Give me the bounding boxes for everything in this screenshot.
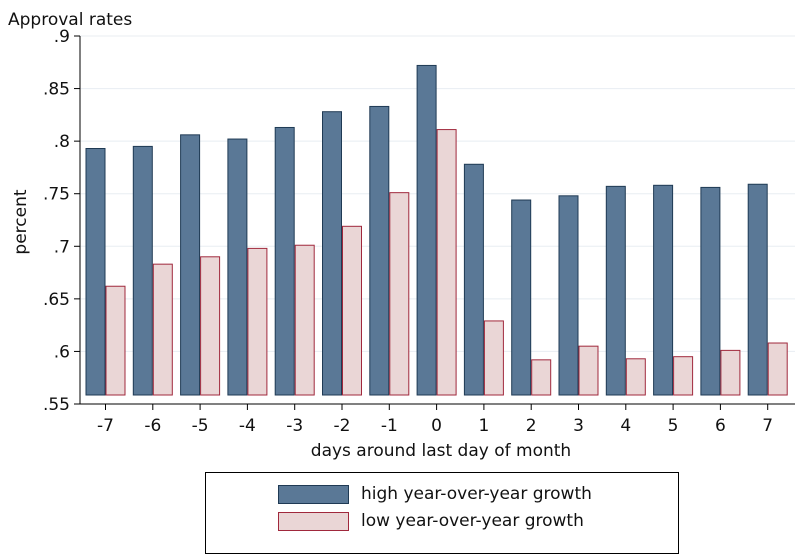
bar-high: [700, 186, 721, 396]
y-tick-label: .65: [43, 290, 70, 310]
bar-low: [342, 225, 362, 396]
bar-low: [531, 359, 552, 396]
bar-high: [511, 199, 532, 396]
bar-high: [416, 64, 437, 396]
bar-high: [274, 126, 295, 396]
y-tick-label: .85: [43, 80, 70, 100]
x-tick-labels: -7 -6 -5 -4 -3 -2 -1 0 1 2 3 4 5 6 7: [97, 416, 773, 436]
x-tick-label: -6: [144, 416, 161, 436]
x-tick-label: -1: [381, 416, 398, 436]
legend-swatch-high: [278, 484, 349, 504]
bar-low: [152, 263, 173, 396]
bar-high: [180, 134, 201, 396]
legend-label-high: high year-over-year growth: [361, 484, 592, 504]
bar-high: [369, 105, 390, 396]
y-tick-label: .8: [54, 132, 70, 152]
y-tick-label: .7: [54, 237, 70, 257]
x-axis-label: days around last day of month: [311, 441, 571, 461]
bar-high: [653, 184, 674, 396]
bar-low: [720, 349, 741, 396]
bar-high: [132, 145, 153, 396]
bar-low: [294, 244, 315, 396]
x-tick-label: -4: [239, 416, 256, 436]
bar-low: [247, 247, 268, 396]
y-tick-label: .55: [43, 395, 70, 415]
bar-high: [747, 183, 768, 396]
bar-low: [200, 256, 221, 396]
y-tick-label: .9: [54, 27, 70, 47]
bar-chart: .55 .6 .65 .7 .75 .8 .85 .9 -7 -6 -5 -4 -3 -2 -1 0 1 2 3 4…: [11, 27, 795, 461]
x-tick-label: 5: [668, 416, 679, 436]
legend-label-low: low year-over-year growth: [361, 511, 584, 531]
x-tick-label: 3: [573, 416, 584, 436]
y-tick-label: .75: [43, 185, 70, 205]
bar-high: [605, 185, 626, 396]
legend: high year-over-year growth low year-over…: [205, 472, 679, 554]
bar-low: [767, 342, 788, 396]
bar-high: [558, 195, 579, 396]
bar-high: [85, 148, 106, 396]
y-tick-label: .6: [54, 342, 70, 362]
bar-low: [673, 356, 694, 396]
x-tick-label: -3: [286, 416, 303, 436]
x-tick-label: -5: [192, 416, 209, 436]
x-tick-label: 1: [478, 416, 489, 436]
x-tick-label: -7: [97, 416, 114, 436]
bar-low: [483, 320, 504, 396]
x-tick-label: 4: [620, 416, 631, 436]
bar-low: [578, 345, 599, 396]
x-tick-label: 0: [431, 416, 442, 436]
y-tick-labels: .55 .6 .65 .7 .75 .8 .85 .9: [43, 27, 70, 415]
x-tick-label: 2: [526, 416, 537, 436]
bar-high: [322, 111, 342, 396]
chart-title: Approval rates: [8, 10, 133, 30]
x-tick-label: 7: [762, 416, 773, 436]
bars: [85, 64, 788, 396]
x-tick-label: 6: [715, 416, 726, 436]
bar-high: [463, 163, 484, 396]
bar-low: [625, 358, 646, 396]
legend-item-low: low year-over-year growth: [278, 510, 584, 532]
y-axis-label: percent: [11, 189, 31, 254]
legend-item-high: high year-over-year growth: [278, 483, 592, 505]
bar-low: [105, 285, 126, 396]
bar-low: [389, 192, 410, 396]
bar-high: [227, 138, 248, 396]
bar-low: [436, 129, 457, 396]
legend-swatch-low: [278, 511, 349, 531]
x-tick-label: -2: [334, 416, 351, 436]
axes: [74, 35, 795, 410]
